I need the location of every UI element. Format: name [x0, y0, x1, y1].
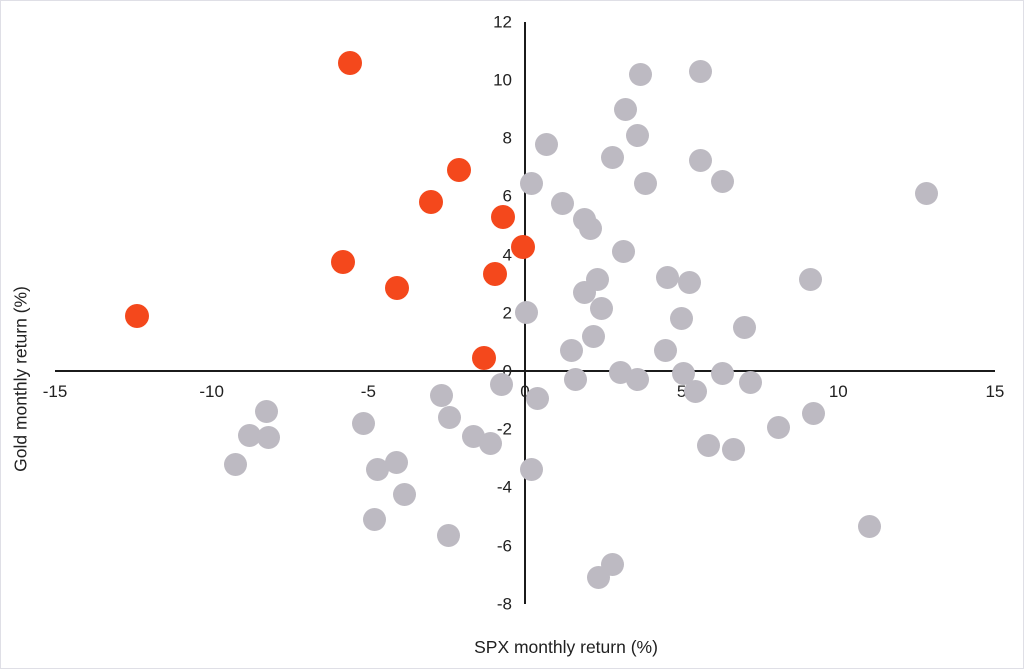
other-months-point: [385, 451, 409, 475]
other-months-point: [515, 301, 539, 325]
other-months-point: [801, 401, 825, 425]
other-months-point: [579, 216, 603, 240]
highlighted-months-point: [447, 158, 472, 183]
y-tick-label: -4: [496, 477, 512, 497]
highlighted-months-point: [511, 235, 536, 260]
other-months-point: [671, 362, 695, 386]
x-tick-label: 15: [985, 382, 1005, 401]
other-months-point: [519, 171, 543, 195]
other-months-point: [363, 507, 387, 531]
highlighted-months-point: [419, 190, 443, 215]
other-months-point: [551, 192, 575, 216]
x-axis-title: SPX monthly return (%): [474, 637, 658, 657]
other-months-point: [710, 170, 734, 194]
other-months-point: [436, 523, 460, 547]
other-months-point: [629, 62, 653, 86]
highlighted-months-point: [472, 345, 497, 370]
other-months-point: [587, 566, 611, 590]
x-tick-label: 0: [520, 382, 530, 401]
other-months-point: [688, 59, 712, 83]
other-months-point: [721, 438, 745, 462]
y-tick-label: 12: [493, 12, 512, 32]
other-months-point: [601, 145, 625, 169]
x-tick-label: -15: [42, 382, 68, 401]
other-months-point: [479, 432, 503, 456]
x-tick-label: -10: [199, 382, 224, 401]
other-months-point: [612, 240, 636, 264]
other-months-point: [798, 267, 822, 291]
other-months-point: [490, 372, 513, 396]
other-months-point: [560, 339, 584, 363]
y-tick-label: 8: [502, 128, 512, 148]
highlighted-months-point: [483, 261, 508, 286]
highlighted-months-point: [384, 276, 409, 301]
x-tick-label: 10: [828, 382, 848, 401]
other-months-point: [535, 132, 559, 156]
other-months-point: [438, 406, 462, 430]
y-tick-label: -6: [496, 536, 512, 556]
other-months-point: [914, 181, 938, 205]
highlighted-months-point: [124, 303, 149, 328]
y-tick-label: 6: [502, 186, 512, 206]
other-months-point: [590, 296, 614, 320]
x-tick-label: 5: [676, 382, 687, 401]
other-months-point: [634, 171, 658, 195]
highlighted-months-point: [491, 204, 516, 229]
highlighted-months-point: [331, 249, 356, 274]
other-months-point: [430, 384, 454, 408]
other-months-point: [255, 400, 279, 424]
other-months-point: [696, 433, 720, 457]
y-axis-title: Gold monthly return (%): [10, 286, 31, 472]
other-months-point: [732, 315, 756, 339]
y-tick-label: 2: [502, 303, 512, 323]
other-months-point: [710, 362, 734, 386]
other-months-point: [739, 371, 763, 395]
other-months-point: [656, 266, 680, 290]
x-tick-label: -5: [360, 382, 376, 401]
other-months-point: [366, 458, 390, 482]
y-tick-label: -2: [496, 419, 512, 439]
other-months-point: [677, 270, 701, 294]
other-months-point: [858, 515, 882, 539]
other-months-point: [563, 368, 587, 392]
other-months-point: [519, 458, 543, 482]
other-months-point: [613, 97, 637, 121]
other-months-point: [526, 387, 550, 411]
other-months-point: [670, 307, 694, 331]
other-months-point: [582, 324, 606, 348]
other-months-point: [767, 416, 791, 440]
other-months-point: [237, 423, 261, 447]
other-months-point: [684, 379, 708, 403]
other-months-point: [223, 452, 247, 476]
highlighted-months-point: [337, 50, 362, 75]
other-months-point: [352, 411, 376, 435]
y-tick-label: 4: [502, 245, 512, 265]
other-months-point: [392, 483, 416, 507]
other-months-point: [626, 368, 650, 392]
other-months-point: [573, 280, 597, 304]
other-months-point: [256, 426, 280, 450]
y-tick-label: 0: [502, 361, 512, 381]
other-months-point: [654, 339, 678, 363]
other-months-point: [688, 148, 712, 172]
y-tick-label: 10: [493, 70, 512, 90]
y-tick-label: -8: [496, 594, 512, 614]
other-months-point: [626, 123, 650, 147]
